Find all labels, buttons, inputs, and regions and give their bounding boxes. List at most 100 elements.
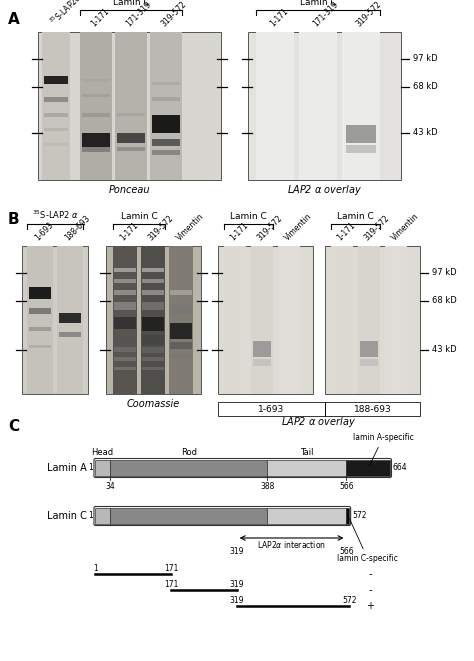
Bar bbox=[152, 151, 180, 155]
Text: Lamin C: Lamin C bbox=[337, 212, 374, 221]
Bar bbox=[385, 246, 407, 394]
Text: 43 kD: 43 kD bbox=[432, 345, 456, 354]
Bar bbox=[59, 313, 81, 323]
Text: 34: 34 bbox=[105, 482, 115, 491]
Bar bbox=[27, 246, 53, 394]
Bar bbox=[142, 302, 164, 310]
Bar bbox=[346, 460, 390, 476]
Text: Coomassie: Coomassie bbox=[127, 399, 180, 409]
Bar bbox=[224, 246, 246, 394]
Text: 1: 1 bbox=[93, 564, 98, 573]
Bar bbox=[253, 359, 271, 366]
Bar bbox=[106, 246, 201, 394]
Text: 388: 388 bbox=[260, 482, 274, 491]
Bar bbox=[256, 32, 294, 180]
Bar bbox=[117, 147, 145, 151]
Bar bbox=[82, 94, 110, 97]
Bar bbox=[331, 246, 353, 394]
Text: 188-693: 188-693 bbox=[64, 214, 92, 242]
Text: Vimentin: Vimentin bbox=[390, 212, 420, 242]
Text: 68 kD: 68 kD bbox=[432, 296, 457, 305]
Text: Ponceau: Ponceau bbox=[109, 185, 150, 195]
Text: 1-693: 1-693 bbox=[34, 220, 55, 242]
Text: -: - bbox=[369, 585, 372, 595]
Bar bbox=[114, 335, 136, 343]
Bar bbox=[82, 147, 110, 153]
Text: 319-572: 319-572 bbox=[255, 214, 284, 242]
Bar bbox=[80, 32, 112, 180]
Bar bbox=[44, 97, 68, 102]
Text: Lamin C: Lamin C bbox=[120, 212, 157, 221]
Bar bbox=[342, 32, 380, 180]
Bar bbox=[170, 354, 192, 358]
Bar bbox=[110, 460, 267, 476]
Bar bbox=[299, 32, 337, 180]
Bar bbox=[82, 114, 110, 118]
Bar bbox=[358, 246, 380, 394]
Bar bbox=[114, 317, 136, 329]
Text: Head: Head bbox=[91, 448, 114, 457]
Bar bbox=[114, 368, 136, 370]
Bar bbox=[95, 460, 110, 476]
Text: 43 kD: 43 kD bbox=[413, 128, 438, 137]
Bar bbox=[117, 114, 145, 116]
Text: Lamin C: Lamin C bbox=[47, 511, 87, 521]
Text: Lamin C: Lamin C bbox=[113, 0, 149, 7]
Text: 1-171: 1-171 bbox=[228, 220, 250, 242]
Text: 171: 171 bbox=[164, 580, 178, 589]
Text: 664: 664 bbox=[393, 463, 408, 473]
Bar bbox=[152, 139, 180, 145]
Bar bbox=[142, 346, 164, 352]
Text: -: - bbox=[369, 569, 372, 579]
Text: $^{35}$S-LAP2$\alpha$: $^{35}$S-LAP2$\alpha$ bbox=[47, 0, 85, 28]
Bar bbox=[170, 323, 192, 339]
Text: 68 kD: 68 kD bbox=[413, 82, 438, 91]
Bar bbox=[44, 77, 68, 85]
Bar bbox=[150, 32, 182, 180]
Text: Lamin C: Lamin C bbox=[230, 212, 267, 221]
Text: Lamin A: Lamin A bbox=[47, 463, 87, 473]
Bar bbox=[253, 340, 271, 357]
Text: 97 kD: 97 kD bbox=[413, 54, 438, 63]
Text: 566: 566 bbox=[339, 547, 354, 556]
Bar bbox=[346, 508, 349, 524]
Bar bbox=[42, 32, 70, 180]
Bar bbox=[38, 32, 221, 180]
Text: 572: 572 bbox=[342, 596, 356, 605]
Bar bbox=[57, 246, 83, 394]
Bar bbox=[251, 246, 273, 394]
Text: 97 kD: 97 kD bbox=[432, 268, 456, 277]
Bar bbox=[142, 368, 164, 370]
Text: 319-572: 319-572 bbox=[146, 214, 175, 242]
Text: lamin A-specific: lamin A-specific bbox=[353, 433, 413, 465]
Bar bbox=[114, 278, 136, 282]
Bar bbox=[22, 246, 88, 394]
Text: Lamin C: Lamin C bbox=[300, 0, 337, 7]
Bar bbox=[114, 357, 136, 361]
Text: Rod: Rod bbox=[181, 448, 197, 457]
Bar bbox=[114, 346, 136, 352]
Text: 188-693: 188-693 bbox=[354, 405, 392, 414]
Text: $^{35}$S-LAP2 $\alpha$: $^{35}$S-LAP2 $\alpha$ bbox=[31, 209, 79, 221]
Bar bbox=[29, 327, 51, 331]
Text: 319: 319 bbox=[229, 580, 244, 589]
Bar bbox=[115, 32, 147, 180]
Bar bbox=[218, 246, 313, 394]
Bar bbox=[95, 508, 110, 524]
Bar bbox=[142, 357, 164, 361]
Text: 319: 319 bbox=[229, 596, 244, 605]
Bar bbox=[141, 246, 165, 394]
Text: 1-171: 1-171 bbox=[336, 220, 357, 242]
Text: B: B bbox=[8, 212, 19, 227]
Bar bbox=[248, 32, 401, 180]
Bar bbox=[152, 83, 180, 85]
Text: 1-171: 1-171 bbox=[118, 220, 140, 242]
Bar bbox=[218, 402, 420, 416]
Text: 319-572: 319-572 bbox=[160, 0, 189, 28]
Bar bbox=[169, 246, 193, 394]
Bar bbox=[170, 290, 192, 295]
Bar bbox=[29, 288, 51, 299]
Bar bbox=[29, 345, 51, 348]
Text: 319: 319 bbox=[229, 547, 244, 556]
Text: 1: 1 bbox=[88, 512, 93, 520]
